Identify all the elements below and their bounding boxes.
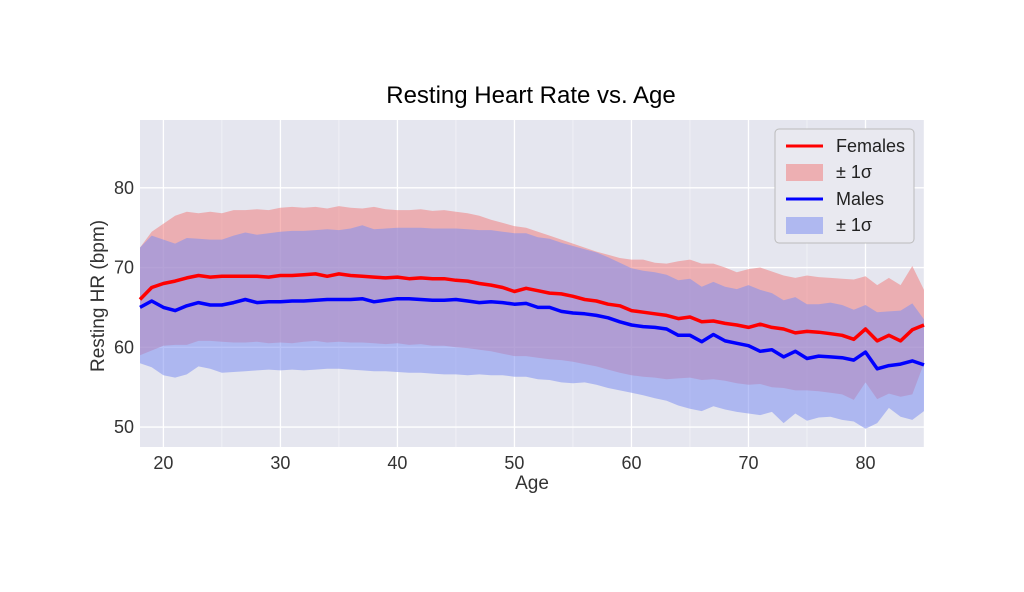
x-tick-label: 40	[387, 453, 407, 473]
x-tick-labels: 20 30 40 50 60 70 80	[153, 453, 875, 473]
y-axis-label: Resting HR (bpm)	[88, 220, 109, 372]
lines	[138, 272, 925, 371]
line-females	[138, 272, 925, 343]
y-tick-label: 50	[114, 417, 134, 437]
x-tick-label: 70	[738, 453, 758, 473]
chart-title: Resting Heart Rate vs. Age	[386, 82, 675, 109]
y-tick-label: 70	[114, 258, 134, 278]
legend-label-females: Females	[836, 136, 905, 156]
x-tick-label: 80	[855, 453, 875, 473]
y-tick-label: 60	[114, 337, 134, 357]
x-axis-label: Age	[515, 473, 549, 494]
legend-swatch-males-band	[786, 217, 823, 234]
legend: Females ± 1σ Males ± 1σ	[774, 128, 915, 244]
legend-label-females-band: ± 1σ	[836, 162, 872, 182]
legend-label-males: Males	[836, 189, 884, 209]
line-males	[139, 296, 925, 371]
x-tick-label: 60	[621, 453, 641, 473]
x-tick-label: 30	[270, 453, 290, 473]
y-tick-label: 80	[114, 178, 134, 198]
legend-swatch-females-band	[786, 164, 823, 181]
legend-frame	[774, 128, 915, 244]
x-tick-label: 20	[153, 453, 173, 473]
legend-label-males-band: ± 1σ	[836, 215, 872, 235]
x-tick-label: 50	[504, 453, 524, 473]
y-tick-labels: 50 60 70 80	[114, 178, 134, 437]
